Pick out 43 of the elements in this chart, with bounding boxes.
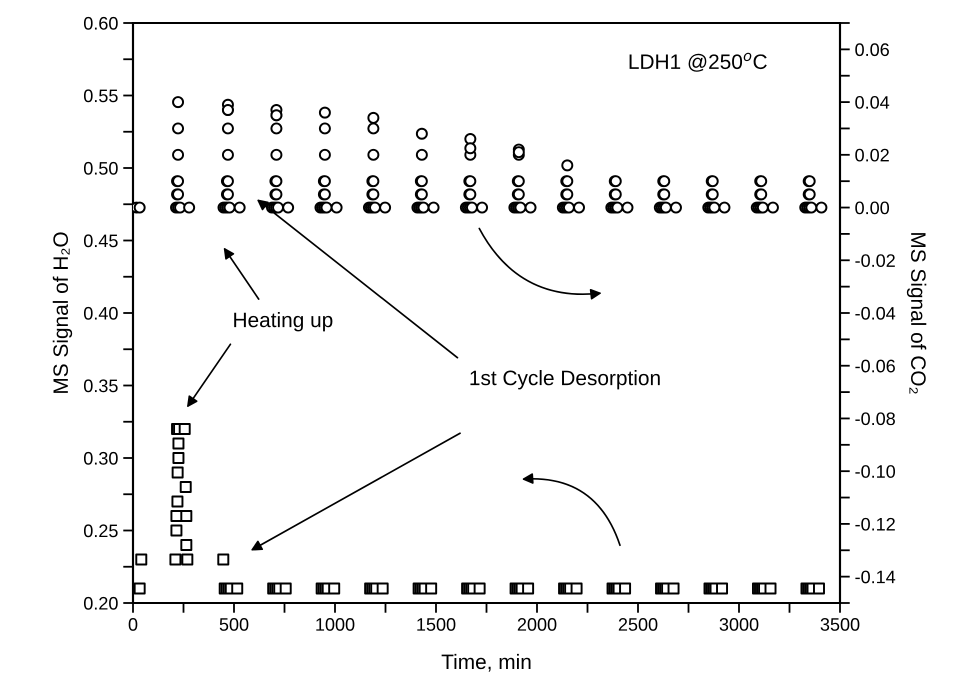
x-axis-title: Time, min bbox=[442, 654, 530, 672]
y-axis-title: MS Signal of H₂O bbox=[52, 232, 72, 393]
y-tick-label: 0.60 bbox=[84, 16, 118, 30]
x-tick-label: 0 bbox=[128, 618, 138, 631]
y2-tick-label: 0.06 bbox=[855, 43, 889, 56]
y-tick-label: 0.30 bbox=[84, 452, 118, 465]
point bbox=[464, 133, 476, 145]
x-tick-label: 500 bbox=[220, 618, 248, 631]
point bbox=[222, 104, 234, 116]
annotation: 1st Cycle Desorption bbox=[470, 370, 660, 390]
y2-tick-label: -0.14 bbox=[855, 570, 896, 584]
x-tick-label: 1500 bbox=[417, 618, 456, 631]
y-tick-label: 0.55 bbox=[84, 89, 118, 102]
y-tick-label: 0.25 bbox=[84, 524, 118, 538]
point bbox=[318, 106, 331, 119]
y-tick-label: 0.35 bbox=[84, 379, 118, 392]
y2-tick-label: 0.00 bbox=[855, 201, 890, 214]
annotation: Heating up bbox=[234, 312, 332, 332]
point bbox=[172, 96, 184, 108]
point bbox=[416, 128, 428, 140]
y2-tick-label: 0.04 bbox=[855, 96, 890, 109]
point bbox=[512, 146, 525, 158]
x-tick-label: 3500 bbox=[820, 618, 860, 631]
y2-tick-label: -0.06 bbox=[855, 360, 895, 372]
y2-tick-label: -0.12 bbox=[855, 518, 895, 531]
x-tick-label: 3000 bbox=[720, 618, 758, 631]
y-tick-label: 0.50 bbox=[84, 162, 118, 175]
y2-tick-label: -0.02 bbox=[855, 254, 895, 267]
y2-tick-label: 0.02 bbox=[855, 148, 889, 162]
annotation: LDH1 @250$^{o}$C bbox=[630, 52, 767, 72]
point bbox=[367, 112, 380, 124]
y2-tick-label: -0.10 bbox=[855, 465, 896, 478]
x-tick-label: 1000 bbox=[316, 618, 354, 631]
y2-tick-label: -0.08 bbox=[855, 412, 895, 426]
y2-axis-title: MS Signal of CO₂ bbox=[906, 233, 926, 394]
point bbox=[270, 109, 282, 122]
point bbox=[464, 142, 476, 154]
x-tick-label: 2500 bbox=[618, 618, 658, 631]
x-tick-label: 2000 bbox=[518, 618, 556, 631]
y2-tick-label: -0.04 bbox=[855, 306, 896, 320]
y-tick-label: 0.20 bbox=[84, 596, 118, 610]
y-tick-label: 0.40 bbox=[84, 306, 118, 320]
y-tick-label: 0.45 bbox=[84, 234, 118, 248]
